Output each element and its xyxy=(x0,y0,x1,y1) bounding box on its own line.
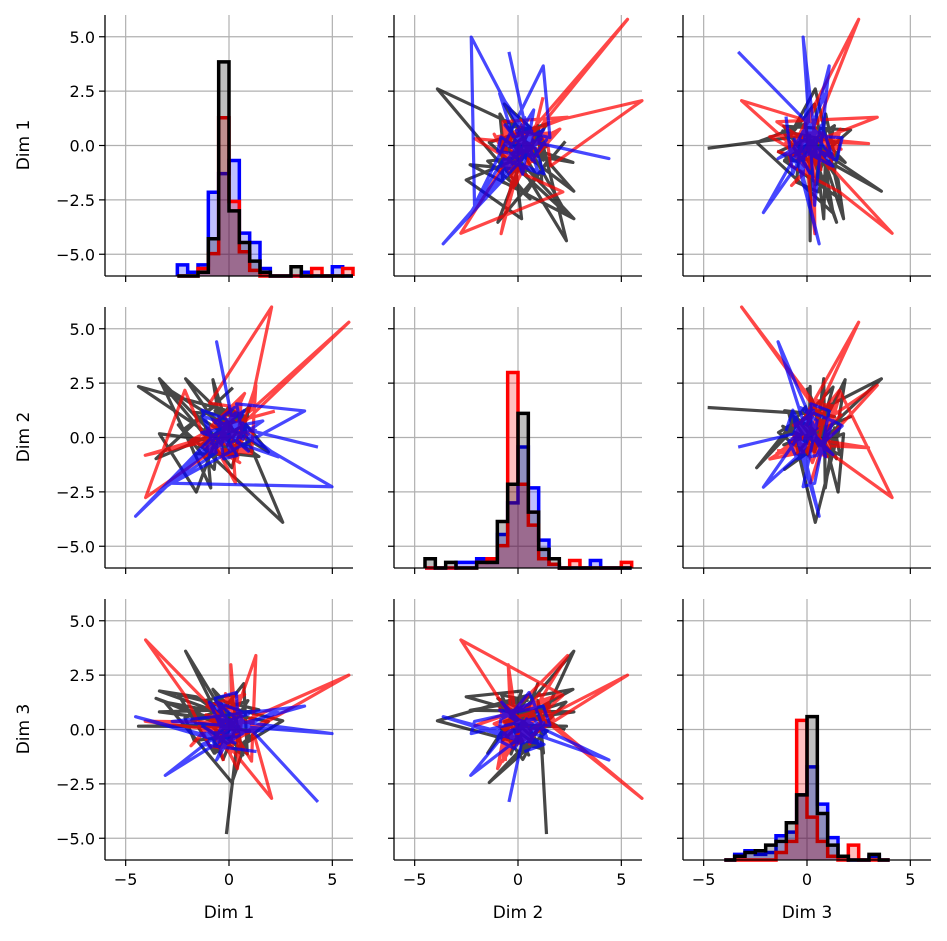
trajectory-blue xyxy=(133,340,334,518)
panel-r1-c1: 5.0 2.5 0.0 −2.5 −5.0 xyxy=(56,15,355,282)
ylabel-row-3: Dim 3 xyxy=(14,704,34,755)
x-axis-labels: Dim 1 Dim 2 Dim 3 xyxy=(204,903,833,923)
trajectory-blue xyxy=(737,340,844,518)
y-tick-label: −5.0 xyxy=(56,537,95,556)
trajectory-blue xyxy=(441,690,611,803)
panel-r2-c1: 5.0 2.5 0.0 −2.5 −5.0 xyxy=(56,305,353,574)
trajectory-black xyxy=(136,649,285,835)
y-tick-label: 5.0 xyxy=(70,612,95,631)
y-tick-label: −2.5 xyxy=(56,483,95,502)
y-tick-label: 5.0 xyxy=(70,320,95,339)
y-tick-label: 2.5 xyxy=(70,82,95,101)
x-tick-label: 5 xyxy=(616,870,626,889)
y-tick-label: −2.5 xyxy=(56,775,95,794)
y-axis-labels: Dim 1 Dim 2 Dim 3 xyxy=(14,120,34,755)
x-tick-label: 0 xyxy=(513,870,523,889)
x-tick-label: 0 xyxy=(224,870,234,889)
panel-r2-c2 xyxy=(388,307,642,574)
y-tick-label: 5.0 xyxy=(70,28,95,47)
trajectory-blue xyxy=(737,35,844,246)
x-tick-label: 5 xyxy=(905,870,915,889)
trajectory-blue xyxy=(133,690,334,804)
x-tick-label: −5 xyxy=(692,870,716,889)
x-tick-label: −5 xyxy=(114,870,138,889)
y-tick-label: 0.0 xyxy=(70,137,95,156)
panel-r2-c3 xyxy=(677,305,931,574)
y-tick-label: 2.5 xyxy=(70,374,95,393)
x-tick-label: 5 xyxy=(327,870,337,889)
y-tick-label: 0.0 xyxy=(70,721,95,740)
panel-r1-c3 xyxy=(677,15,931,282)
ylabel-row-1: Dim 1 xyxy=(14,120,34,171)
ylabel-row-2: Dim 2 xyxy=(14,412,34,463)
y-tick-label: 0.0 xyxy=(70,429,95,448)
panel-r1-c2 xyxy=(388,15,644,282)
panel-r3-c1: −5 0 5 5.0 2.5 0.0 −2.5 −5.0 xyxy=(56,599,353,889)
xlabel-col-1: Dim 1 xyxy=(204,903,255,923)
y-tick-label: −5.0 xyxy=(56,829,95,848)
x-tick-label: 0 xyxy=(802,870,812,889)
y-tick-label: 2.5 xyxy=(70,666,95,685)
trajectory-blue xyxy=(441,35,611,246)
panel-r3-c3: −5 0 5 xyxy=(677,599,931,889)
y-tick-label: −5.0 xyxy=(56,245,95,264)
xlabel-col-2: Dim 2 xyxy=(493,903,544,923)
trajectory-black xyxy=(707,87,884,243)
panels-group: 5.0 2.5 0.0 −2.5 −5.0 5.0 2.5 0.0 −2.5 −5.0 −5 0 5 5.… xyxy=(56,15,931,889)
x-tick-label: −5 xyxy=(403,870,427,889)
panel-r3-c2: −5 0 5 xyxy=(388,599,644,889)
y-tick-label: −2.5 xyxy=(56,191,95,210)
xlabel-col-3: Dim 3 xyxy=(782,903,833,923)
